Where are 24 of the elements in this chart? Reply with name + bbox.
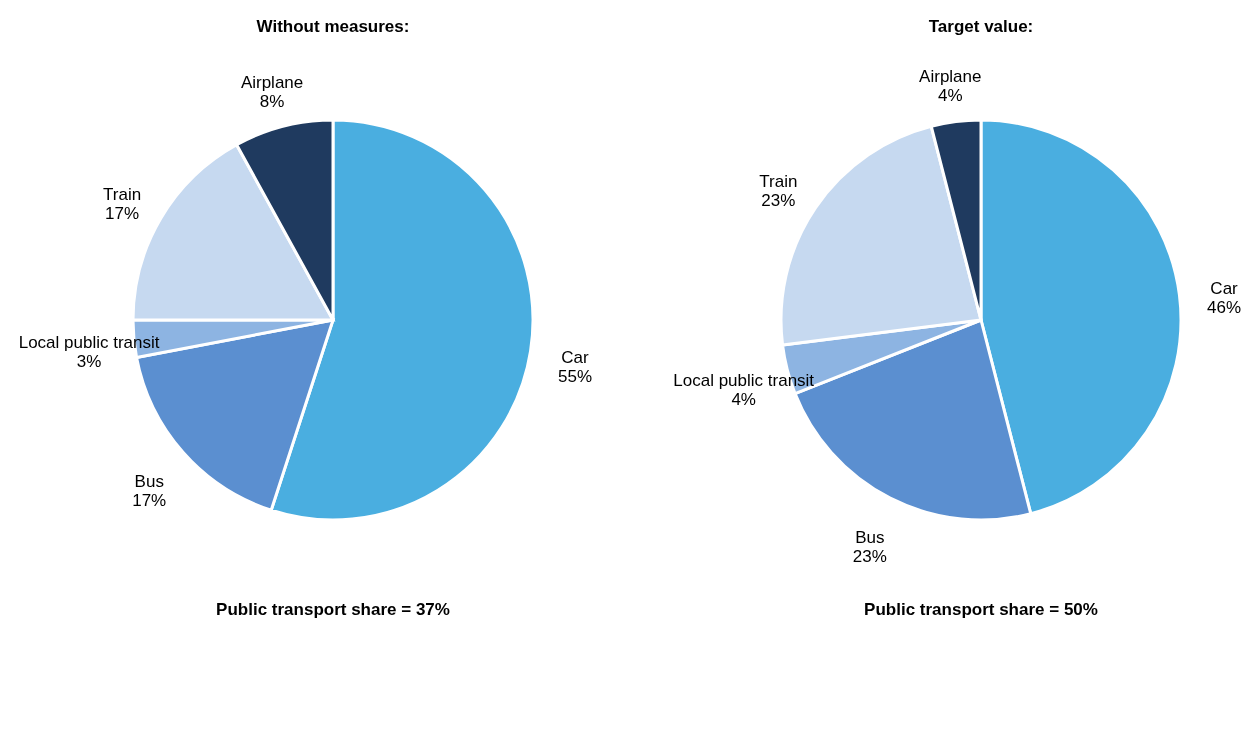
slice-label: Airplane [919,66,982,86]
data-label: 4% [938,85,963,105]
slice-label: Local public transit [18,333,160,353]
slice-label: Train [103,185,142,205]
slice-label: Bus [134,472,164,492]
chart-title: Target value: [928,17,1034,36]
text: Public transport share = 50% [864,600,1098,619]
slice-label: Car [1210,279,1239,299]
data-label: 8% [259,91,285,111]
slice-label: Bus [855,528,885,548]
slice-label: Car [561,348,590,368]
data-label: 4% [731,389,756,409]
data-label: 23% [852,547,887,567]
slice-label: Airplane [240,72,304,92]
slice-label: Train [759,172,798,192]
data-label: 17% [132,491,167,511]
data-label: 23% [761,191,796,211]
data-label: 46% [1207,298,1242,318]
slice-label: Local public transit [673,370,815,390]
data-label: 55% [557,367,592,387]
data-label: 3% [76,352,102,372]
chart-title: Without measures: [256,17,410,36]
text: Public transport share = 37% [216,600,450,619]
data-label: 17% [105,204,140,224]
